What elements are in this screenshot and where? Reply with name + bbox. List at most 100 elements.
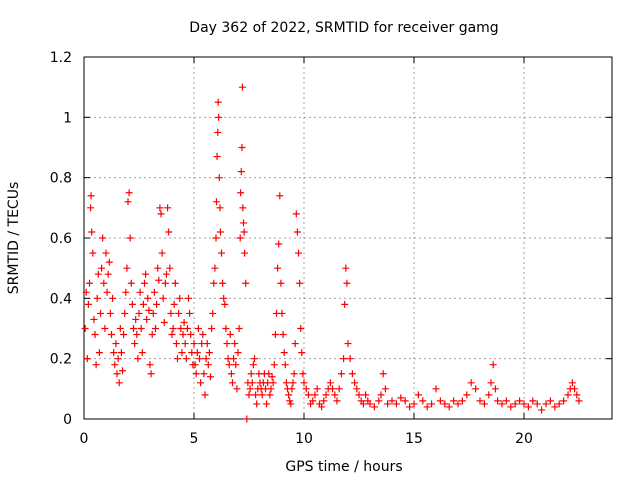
- data-point: [174, 355, 181, 363]
- data-point: [279, 331, 287, 339]
- data-point: [225, 361, 233, 369]
- data-point: [204, 361, 212, 369]
- data-point: [181, 340, 189, 348]
- data-point: [568, 379, 576, 387]
- data-point: [491, 385, 499, 393]
- data-point: [335, 385, 343, 393]
- data-point: [472, 385, 480, 393]
- data-point: [180, 318, 188, 326]
- data-point: [212, 198, 220, 206]
- data-point: [165, 228, 173, 236]
- data-point: [152, 325, 159, 332]
- y-tick-label: 0.6: [50, 231, 72, 247]
- data-point: [362, 391, 370, 399]
- y-tick-label: 1: [63, 110, 72, 126]
- data-point: [137, 325, 145, 332]
- data-point: [337, 370, 345, 378]
- data-point: [463, 391, 471, 399]
- data-point: [216, 228, 224, 236]
- data-point: [218, 249, 225, 257]
- data-point: [340, 355, 348, 363]
- data-point: [89, 249, 97, 257]
- data-point: [175, 309, 183, 317]
- data-point: [300, 379, 308, 387]
- data-point: [226, 331, 234, 339]
- data-point: [507, 403, 515, 411]
- data-point: [274, 264, 282, 272]
- data-point: [277, 279, 285, 287]
- data-point: [298, 349, 306, 357]
- data-point: [370, 403, 378, 411]
- data-point: [296, 279, 304, 287]
- data-point: [359, 400, 367, 408]
- data-point: [144, 294, 152, 302]
- data-point: [342, 264, 350, 272]
- gridlines: [84, 57, 612, 419]
- data-point: [573, 391, 581, 399]
- data-point: [98, 264, 106, 272]
- data-point: [487, 379, 495, 387]
- axis-ticks: 0 5 10 15 20 0 0.2 0.4 0.6 0.8 1 1.2: [50, 50, 612, 447]
- data-point: [326, 379, 334, 387]
- data-point: [555, 400, 563, 408]
- data-point: [304, 391, 312, 399]
- data-point: [87, 192, 95, 200]
- data-point: [375, 397, 383, 405]
- data-point: [182, 355, 190, 363]
- data-point: [263, 400, 271, 408]
- data-point: [278, 309, 286, 317]
- data-point: [392, 400, 400, 408]
- data-point: [113, 370, 121, 378]
- data-point: [292, 210, 300, 218]
- data-point: [216, 204, 224, 212]
- data-point: [343, 279, 351, 287]
- data-point: [193, 349, 201, 357]
- data-point: [125, 189, 133, 197]
- data-point: [86, 279, 93, 287]
- data-point: [172, 340, 180, 348]
- data-point: [516, 397, 524, 405]
- data-point: [520, 400, 528, 408]
- data-point: [331, 391, 339, 399]
- data-point: [291, 340, 299, 348]
- data-point: [467, 379, 475, 387]
- data-point: [450, 397, 458, 405]
- data-point: [156, 204, 164, 212]
- data-point: [379, 370, 387, 378]
- y-tick-label: 0: [63, 412, 72, 428]
- data-point: [333, 397, 341, 405]
- data-point: [183, 325, 191, 332]
- data-point: [511, 400, 519, 408]
- data-point: [114, 355, 122, 363]
- data-point: [282, 379, 290, 387]
- data-point: [209, 309, 217, 317]
- data-point: [320, 397, 328, 405]
- data-point: [83, 355, 91, 363]
- data-point: [454, 400, 462, 408]
- data-point: [164, 204, 172, 212]
- data-point: [130, 325, 137, 332]
- data-point: [146, 361, 154, 369]
- data-point: [178, 349, 186, 357]
- data-point: [406, 403, 414, 411]
- data-point: [104, 270, 112, 278]
- data-point: [155, 276, 163, 284]
- data-point: [115, 379, 123, 387]
- data-point: [121, 309, 129, 317]
- data-point: [252, 391, 260, 399]
- data-point: [242, 279, 250, 287]
- data-point: [210, 279, 218, 287]
- data-point: [166, 264, 174, 272]
- data-point: [143, 315, 151, 323]
- data-point: [281, 361, 289, 369]
- data-point: [150, 288, 158, 296]
- data-point: [179, 331, 187, 339]
- data-point: [436, 397, 444, 405]
- data-point: [111, 361, 119, 369]
- data-point: [269, 379, 277, 387]
- data-point: [227, 370, 235, 378]
- data-point: [102, 249, 110, 257]
- data-point: [388, 397, 396, 405]
- data-point: [87, 204, 95, 212]
